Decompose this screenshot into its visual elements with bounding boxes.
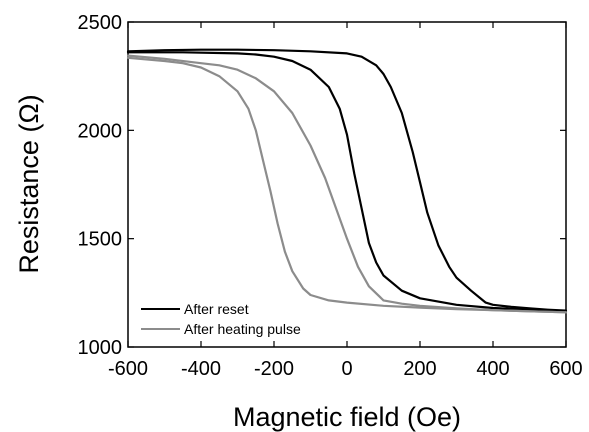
y-tick-label: 1500 [78,229,123,251]
plot-frame [127,21,567,348]
series-layer [126,48,568,314]
x-tick-label: 600 [549,358,582,380]
x-axis-title: Magnetic field (Oe) [233,402,461,432]
x-tick-label: 0 [341,358,352,380]
axis-ticks: -600 -400 -200 0 200 400 600 1000 1500 2000 2500 [78,12,583,380]
y-tick-label: 2000 [78,120,123,142]
x-tick-label: 200 [403,358,436,380]
legend-label-after-reset: After reset [184,301,249,317]
series-line-after-heating-pulse-branch-2 [126,56,568,314]
legend-label-after-heating-pulse: After heating pulse [184,321,301,337]
y-tick-label: 2500 [78,12,123,34]
x-tick-label: -200 [254,358,294,380]
y-axis-title: Resistance (Ω) [14,94,44,273]
y-tick-label: 1000 [78,337,123,359]
x-tick-label: -400 [181,358,221,380]
x-tick-label: -600 [108,358,148,380]
legend: After reset After heating pulse [141,301,301,337]
x-tick-label: 400 [476,358,509,380]
series-line-after-heating-pulse-branch-1 [126,54,568,314]
series-line-after-reset-branch-2 [126,51,568,313]
series-line-after-reset-branch-1 [126,48,568,312]
